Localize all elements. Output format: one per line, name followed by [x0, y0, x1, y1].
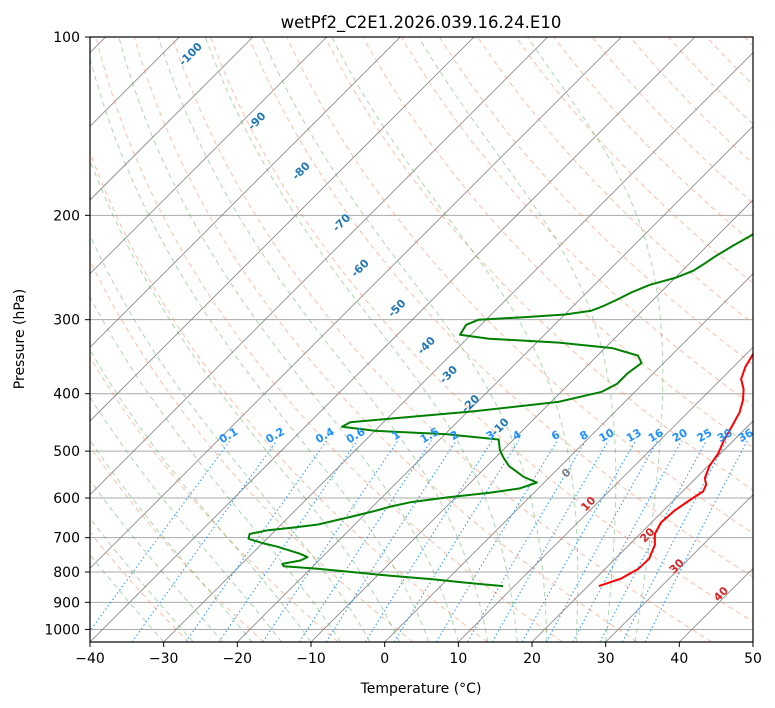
thermo-background-lines: [90, 37, 753, 642]
y-tick-label: 200: [53, 208, 80, 224]
y-tick-label: 100: [53, 30, 80, 46]
moist-adiabat-line: [331, 37, 579, 642]
mixing-ratio-line: [298, 440, 432, 642]
mixing-ratio-line: [435, 440, 558, 642]
dry-adiabat-line: [133, 37, 638, 642]
dry-adiabat-line: [90, 531, 190, 642]
plot-area-background: [90, 37, 753, 642]
mixing-ratio-line: [393, 440, 520, 642]
chart-title: wetPf2_C2E1.2026.039.16.24.E10: [281, 13, 562, 33]
isotherm-line: [90, 37, 548, 496]
x-tick-label: 40: [670, 651, 688, 667]
moist-adiabat-line: [526, 37, 664, 642]
x-tick-label: 50: [744, 651, 762, 667]
moist-adiabat-line: [90, 349, 312, 642]
isotherm-line: [605, 494, 753, 642]
x-tick-label: −40: [75, 651, 105, 667]
isotherm-line: [90, 37, 622, 569]
y-axis-label: Pressure (hPa): [12, 289, 28, 389]
y-tick-label: 500: [53, 444, 80, 460]
y-tick-label: 1000: [44, 622, 80, 638]
moist-adiabat-line: [157, 37, 489, 642]
moist-adiabat-line: [90, 158, 400, 642]
temperature-trace: [598, 352, 753, 588]
mixing-ratio-line: [521, 440, 637, 642]
x-axis-ticks: −40 −30 −20 −10 0 10 20 30 40 50: [75, 642, 762, 667]
plot-frame: [89, 36, 754, 643]
y-tick-label: 900: [53, 595, 80, 611]
dry-adiabat-line: [400, 37, 753, 407]
dewpoint-trace: [247, 232, 753, 588]
x-tick-label: 0: [380, 651, 389, 667]
dry-adiabat-line: [210, 37, 753, 623]
isotherm-line: [90, 37, 327, 275]
isotherm-line: [384, 273, 753, 642]
dry-adiabat-line: [438, 37, 753, 366]
y-tick-label: 700: [53, 531, 80, 547]
x-tick-label: −20: [223, 651, 253, 667]
x-tick-label: −30: [149, 651, 179, 667]
dry-adiabat-line: [248, 37, 753, 578]
mixing-ratio-line: [599, 440, 707, 642]
x-tick-label: 10: [449, 651, 467, 667]
grid-layer: [90, 37, 753, 642]
mixing-ratio-line: [644, 440, 748, 642]
y-tick-label: 400: [53, 387, 80, 403]
moist-adiabat-line: [261, 37, 548, 642]
mixing-ratio-line: [491, 440, 609, 642]
x-axis-label: Temperature (°C): [360, 681, 482, 697]
isotherm-line: [90, 37, 696, 642]
mixing-ratio-line: [621, 440, 728, 642]
mixing-ratio-line: [90, 440, 231, 632]
dry-adiabat-line: [95, 37, 563, 642]
isotherm-line: [531, 420, 753, 642]
moist-adiabat-line: [118, 37, 459, 642]
x-tick-label: −10: [296, 651, 326, 667]
y-axis-ticks: 100 200 300 400 500 600 700 800 900 1000: [44, 30, 90, 638]
series-layer: [247, 232, 753, 588]
dry-adiabat-line: [90, 259, 414, 642]
moist-adiabat-line: [204, 37, 518, 642]
y-tick-label: 300: [53, 313, 80, 329]
mixing-ratio-line: [218, 440, 358, 642]
isotherm-line: [90, 37, 401, 348]
moist-adiabat-line: [418, 37, 617, 642]
mixing-ratio-line: [131, 440, 278, 642]
isotherm-line: [237, 125, 753, 642]
mixing-ratio-line: [262, 440, 399, 642]
dry-adiabat-line: [90, 356, 339, 642]
isotherm-line: [90, 37, 475, 422]
x-tick-label: 20: [523, 651, 541, 667]
x-tick-label: 30: [597, 651, 615, 667]
moist-adiabat-line: [90, 56, 430, 642]
isotherm-line: [163, 52, 753, 642]
mixing-ratio-line: [185, 440, 328, 642]
y-tick-label: 800: [53, 565, 80, 581]
moist-adiabat-line: [90, 295, 341, 642]
dry-adiabat-line: [324, 37, 753, 491]
mixing-ratio-line: [467, 440, 587, 642]
isotherm-line: [90, 37, 254, 201]
y-tick-label: 600: [53, 491, 80, 507]
isotherm-line: [458, 346, 753, 642]
dry-adiabat-line: [362, 37, 753, 449]
